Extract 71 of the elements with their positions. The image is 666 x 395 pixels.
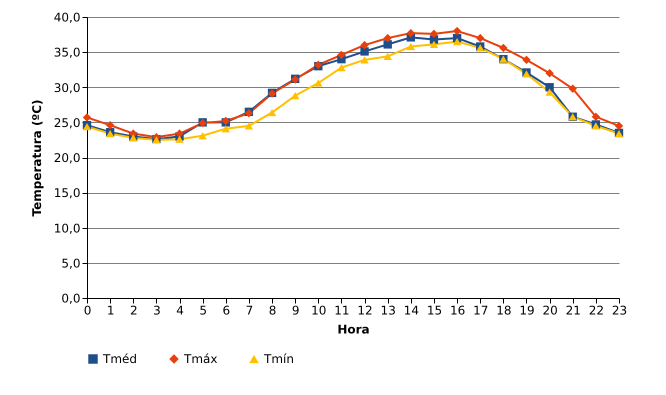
x-tick-label: 7 <box>246 304 254 318</box>
point <box>175 136 184 143</box>
y-tick-label: 25,0 <box>54 116 80 130</box>
y-tick-label: 5,0 <box>61 256 80 270</box>
point <box>545 83 554 92</box>
point <box>499 44 508 52</box>
point <box>360 56 369 64</box>
x-tick-label: 16 <box>450 304 466 318</box>
point <box>106 121 114 130</box>
x-tick-label: 6 <box>222 304 230 318</box>
y-tick-label: 15,0 <box>54 186 80 200</box>
legend-label: Tméd <box>102 352 138 366</box>
point <box>268 108 276 116</box>
x-axis-title: Hora <box>337 322 370 336</box>
x-tick-label: 14 <box>404 304 419 318</box>
point <box>406 28 416 38</box>
y-tick-label: 30,0 <box>54 80 80 95</box>
point <box>384 34 392 42</box>
y-tick-label: 35,0 <box>54 46 80 60</box>
point <box>384 52 392 60</box>
x-tick-label: 22 <box>588 304 604 318</box>
x-tick-label: 3 <box>153 304 161 318</box>
point <box>314 79 322 87</box>
y-tick-label: 0,0 <box>61 292 80 306</box>
point <box>522 56 531 64</box>
point <box>406 42 416 50</box>
point <box>290 92 300 100</box>
x-tick-label: 20 <box>542 304 558 318</box>
point <box>430 30 438 38</box>
x-tick-label: 1 <box>106 304 114 318</box>
point <box>384 40 392 49</box>
y-tick-label: 20,0 <box>54 151 80 165</box>
x-tick-label: 9 <box>292 304 300 318</box>
legend-label: Tmín <box>263 352 294 366</box>
x-tick-label: 21 <box>566 304 581 318</box>
point <box>222 125 230 132</box>
x-tick-label: 23 <box>612 304 628 318</box>
x-tick-label: 12 <box>357 304 373 318</box>
point <box>337 50 346 60</box>
x-tick-label: 15 <box>426 304 442 318</box>
x-tick-label: 10 <box>311 304 326 318</box>
x-tick-label: 19 <box>519 304 535 318</box>
x-tick-label: 2 <box>130 304 138 318</box>
x-tick-label: 17 <box>473 304 488 318</box>
point <box>430 40 438 48</box>
point <box>452 38 462 46</box>
legend-label: Tmáx <box>183 352 218 366</box>
point <box>175 129 184 138</box>
point <box>568 84 577 93</box>
x-tick-label: 11 <box>334 304 350 318</box>
x-tick-label: 8 <box>268 304 276 318</box>
x-tick-label: 13 <box>380 304 396 318</box>
point <box>360 40 369 50</box>
y-tick-label: 10,0 <box>54 221 80 236</box>
x-tick-label: 18 <box>496 304 512 318</box>
point <box>476 34 484 42</box>
point <box>592 112 600 121</box>
point <box>337 64 346 72</box>
y-tick-label: 40,0 <box>54 10 80 24</box>
point <box>82 113 92 122</box>
x-tick-label: 5 <box>199 304 207 318</box>
point <box>614 122 624 130</box>
point <box>198 132 207 140</box>
x-tick-label: 0 <box>84 304 92 318</box>
point <box>545 88 554 96</box>
point <box>360 47 369 56</box>
point <box>452 26 462 36</box>
x-tick-label: 4 <box>176 304 184 318</box>
y-axis-title: Temperatura (ºC) <box>30 100 44 216</box>
point <box>244 122 254 130</box>
point <box>545 69 554 78</box>
